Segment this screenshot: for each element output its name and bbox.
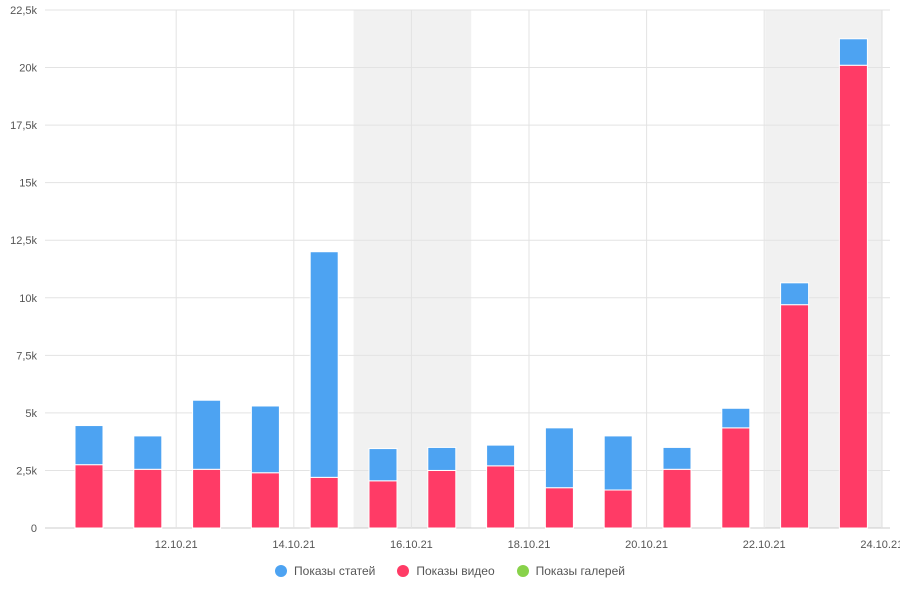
legend-dot-icon [516, 565, 529, 577]
horizontal-gridlines [45, 9, 890, 529]
bar-segment [74, 425, 104, 466]
x-tick-label: 22.10.21 [743, 539, 786, 551]
y-tick-label: 15k [19, 178, 37, 190]
bar-segment [721, 407, 751, 429]
bars [74, 38, 868, 529]
bar-segment [133, 435, 163, 470]
bar-segment [603, 435, 633, 491]
bar-segment [368, 480, 398, 529]
bar-segment [544, 487, 574, 529]
bar-segment [309, 251, 339, 478]
bar-segment [780, 304, 810, 529]
bar-segment [662, 446, 692, 470]
y-tick-label: 17,5k [10, 120, 37, 132]
bar-segment [544, 427, 574, 489]
weekend-band [353, 10, 472, 528]
legend-dot-icon [397, 565, 410, 577]
legend-item-video[interactable]: Показы видео [397, 564, 495, 578]
bar-segment [780, 282, 810, 306]
y-tick-label: 7,5k [16, 350, 37, 362]
y-tick-label: 0 [31, 523, 37, 535]
legend-label: Показы статей [294, 564, 376, 578]
y-axis-tick-labels: 0 2,5k 5k 7,5k 10k 12,5k 15k 17,5k 20k 22,5k [10, 5, 37, 535]
bar-segment [486, 465, 516, 529]
stacked-bar-chart: 0 2,5k 5k 7,5k 10k 12,5k 15k 17,5k 20k 22,5k 12.1… [10, 5, 900, 551]
bar-segment [309, 476, 339, 529]
bar-segment [838, 38, 868, 66]
bar-segment [427, 446, 457, 471]
legend-label: Показы галерей [535, 564, 625, 578]
bar-segment [192, 399, 222, 470]
legend-label: Показы видео [416, 564, 495, 578]
bar-segment [427, 469, 457, 529]
x-tick-label: 16.10.21 [390, 539, 433, 551]
x-tick-label: 18.10.21 [508, 539, 551, 551]
bar-segment [486, 444, 516, 467]
legend: Показы статей Показы видео Показы галере… [0, 564, 900, 578]
bar-segment [133, 468, 163, 529]
x-tick-label: 14.10.21 [272, 539, 315, 551]
bar-segment [721, 427, 751, 529]
legend-dot-icon [275, 565, 288, 577]
bar-segment [74, 464, 104, 529]
y-tick-label: 12,5k [10, 235, 37, 247]
y-tick-label: 22,5k [10, 5, 37, 17]
legend-item-galleries[interactable]: Показы галерей [516, 564, 625, 578]
y-tick-label: 10k [19, 293, 37, 305]
x-axis-tick-labels: 12.10.21 14.10.21 16.10.21 18.10.21 20.10.21… [155, 539, 900, 551]
bar-segment [838, 64, 868, 529]
bar-segment [368, 448, 398, 482]
y-tick-label: 5k [25, 408, 37, 420]
bar-segment [250, 472, 280, 529]
y-tick-label: 20k [19, 63, 37, 75]
y-tick-label: 2,5k [16, 465, 37, 477]
x-tick-label: 24.10.21 [860, 539, 900, 551]
vertical-gridlines [175, 10, 883, 528]
bar-segment [192, 468, 222, 529]
bar-segment [250, 405, 280, 474]
bar-segment [603, 489, 633, 529]
x-tick-label: 20.10.21 [625, 539, 668, 551]
x-tick-label: 12.10.21 [155, 539, 198, 551]
bar-segment [662, 468, 692, 529]
legend-item-articles[interactable]: Показы статей [275, 564, 375, 578]
